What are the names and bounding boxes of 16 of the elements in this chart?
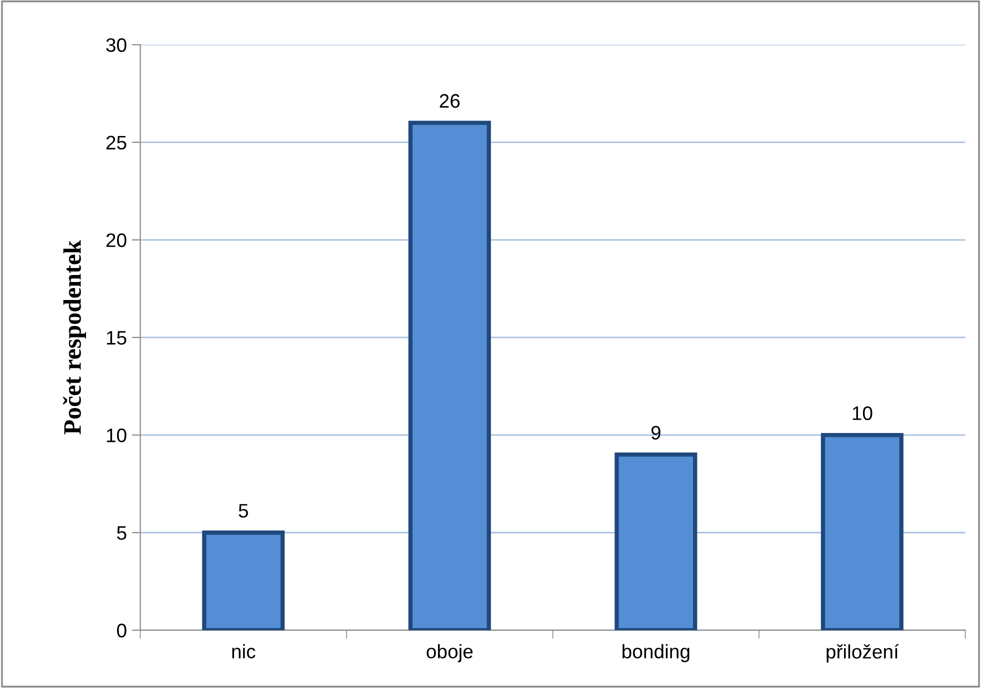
x-tick-label: nic [232,644,256,658]
y-tick-label: 5 [117,526,126,540]
x-tick-label: bonding [622,644,690,662]
y-tick-label: 30 [106,38,126,52]
data-label: 5 [238,504,248,518]
data-label: 9 [651,426,660,440]
y-axis-title: Počet respodentek [63,240,86,434]
data-label: 10 [852,406,872,420]
x-tick-label: přiložení [826,644,899,662]
y-tick-label: 0 [117,624,126,638]
y-tick-label: 20 [106,233,126,248]
y-tick-label: 10 [106,428,126,442]
x-tick-label: oboje [426,644,473,662]
data-label: 26 [440,94,460,108]
y-tick-label: 15 [106,331,126,345]
y-tick-label: 25 [106,136,126,150]
